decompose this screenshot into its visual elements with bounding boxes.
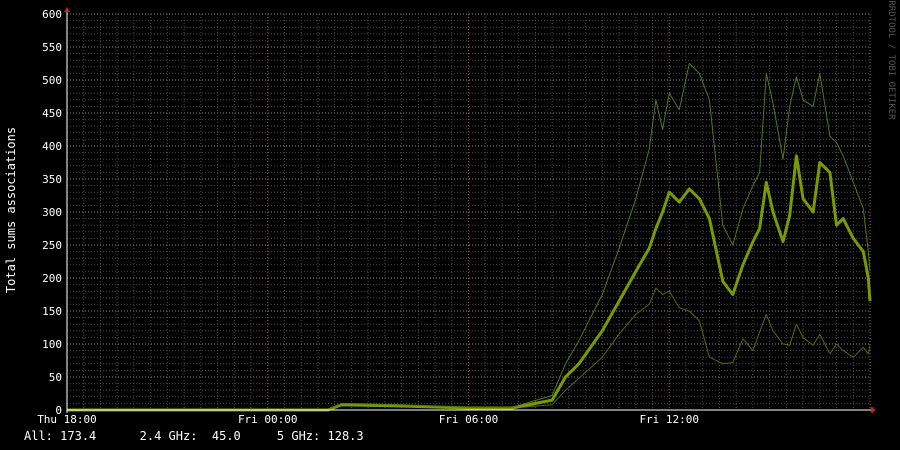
series-line-3 <box>67 63 871 411</box>
y-tick-label: 250 <box>42 239 62 252</box>
y-tick-label: 550 <box>42 41 62 54</box>
x-tick-labels: Thu 18:00 Fri 00:00 Fri 06:00 Fri 12:00 <box>37 413 699 426</box>
legend-24ghz-label: 2.4 GHz: <box>139 429 198 443</box>
y-tick-label: 150 <box>42 305 62 318</box>
legend-5ghz-label: 5 GHz: <box>276 429 321 443</box>
y-axis-arrow <box>64 7 70 12</box>
y-tick-label: 0 <box>55 404 62 417</box>
x-tick-label: Fri 06:00 <box>439 413 499 426</box>
y-tick-label: 300 <box>42 206 62 219</box>
x-tick-label: Fri 00:00 <box>238 413 298 426</box>
legend-all-label: All: <box>24 429 53 443</box>
y-tick-labels: 0 50 100 150 200 250 300 350 400 450 500 550 600 <box>42 8 62 417</box>
series-layer <box>67 63 872 412</box>
y-tick-label: 100 <box>42 338 62 351</box>
series-line-2 <box>67 154 872 412</box>
legend-all-value: 173.4 <box>60 429 97 443</box>
x-tick-label: Fri 12:00 <box>639 413 699 426</box>
y-tick-label: 350 <box>42 173 62 186</box>
legend-24ghz-value: 45.0 <box>211 429 241 443</box>
y-tick-label: 500 <box>42 74 62 87</box>
y-tick-label: 200 <box>42 272 62 285</box>
series-line-1 <box>67 287 871 411</box>
y-tick-label: 400 <box>42 140 62 153</box>
y-tick-label: 600 <box>42 8 62 21</box>
watermark: RRDTOOL / TOBI OETIKER <box>886 0 896 120</box>
y-tick-label: 450 <box>42 107 62 120</box>
grid <box>66 13 871 411</box>
legend-5ghz-value: 128.3 <box>327 429 364 443</box>
axes <box>64 7 876 413</box>
y-tick-label: 50 <box>49 371 62 384</box>
legend: All: 173.4 2.4 GHz: 45.0 5 GHz: 128.3 <box>24 429 364 443</box>
x-tick-label: Thu 18:00 <box>37 413 97 426</box>
y-axis-label: Total sums associations <box>4 127 18 293</box>
